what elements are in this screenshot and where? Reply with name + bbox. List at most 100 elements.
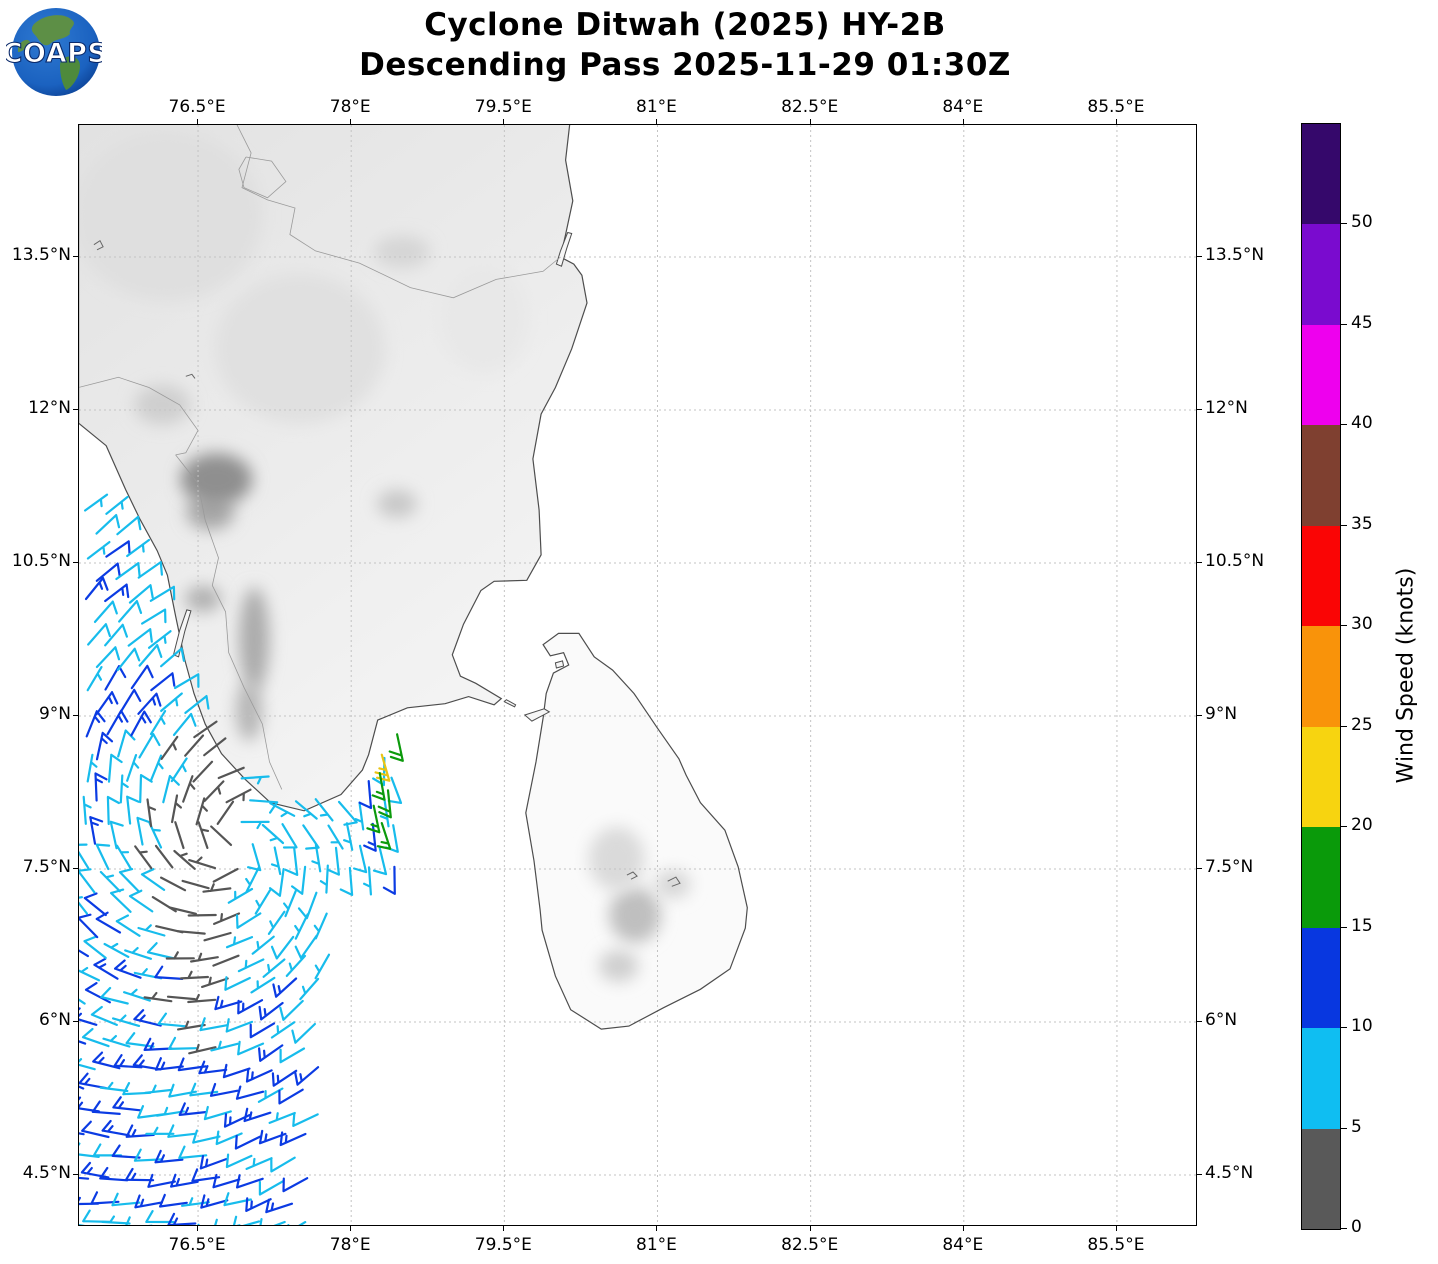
wind-barb <box>79 868 96 894</box>
colorbar-segment-25-30 <box>1302 626 1340 727</box>
lon-tick-label-top: 85.5°E <box>1087 97 1145 117</box>
axis-tick <box>1197 714 1202 716</box>
wind-barb <box>106 709 129 736</box>
colorbar-tick <box>1341 524 1347 526</box>
wind-barb <box>294 800 318 820</box>
wind-barb <box>198 1060 228 1075</box>
wind-barb <box>83 935 107 959</box>
wind-barb <box>82 795 92 825</box>
wind-barb <box>387 776 403 804</box>
wind-barb <box>86 666 103 692</box>
wind-barb <box>245 1197 272 1212</box>
wind-barb <box>225 1018 254 1033</box>
wind-barb <box>237 999 264 1015</box>
lon-tick-label-top: 76.5°E <box>168 97 226 117</box>
wind-barb <box>167 1124 197 1138</box>
wind-barb <box>79 1132 85 1136</box>
coaps-logo: COAPS <box>6 8 102 96</box>
wind-barb <box>144 1084 174 1094</box>
wind-barb <box>314 798 334 822</box>
wind-barb <box>89 816 104 845</box>
colorbar-segment-10-15 <box>1302 927 1340 1029</box>
colorbar-segment-40-45 <box>1302 324 1340 426</box>
wind-barb <box>197 1223 200 1225</box>
logo-continent-north-america <box>31 15 74 46</box>
colorbar-segment-45-50 <box>1302 224 1340 325</box>
axis-tick <box>656 1226 658 1231</box>
colorbar-tick-label: 30 <box>1351 614 1373 635</box>
wind-barb <box>297 891 318 920</box>
wind-barb <box>143 991 173 1003</box>
wind-barb <box>217 766 245 780</box>
wind-barb <box>212 954 240 967</box>
colorbar-segment-20-25 <box>1302 726 1340 828</box>
lake-outline <box>667 876 681 887</box>
wind-barb <box>203 1105 232 1121</box>
title-line-2: Descending Pass 2025-11-29 01:30Z <box>359 46 1011 83</box>
coastal-feature <box>555 231 573 267</box>
wind-barb <box>117 729 136 758</box>
wind-barb <box>166 995 196 1001</box>
wind-barb <box>146 942 176 960</box>
wind-barb <box>138 733 161 759</box>
terrain-shading <box>236 680 263 741</box>
wind-barb <box>84 576 109 601</box>
wind-barb <box>176 930 206 935</box>
wind-barb <box>116 647 141 671</box>
coastal-feature <box>503 699 517 708</box>
wind-barb <box>188 856 217 870</box>
wind-barb <box>95 646 121 669</box>
wind-barb <box>269 802 296 818</box>
wind-barb <box>374 753 391 782</box>
wind-barb <box>366 804 381 834</box>
sri-lanka-landmass <box>525 633 748 1030</box>
lon-tick-label-bottom: 76.5°E <box>168 1235 226 1255</box>
wind-barb <box>254 889 271 915</box>
wind-barb <box>213 912 241 925</box>
wind-barb <box>95 514 121 535</box>
wind-barb <box>116 844 133 871</box>
wind-barb <box>225 788 252 804</box>
colorbar-axis-label-wrap: Wind Speed (knots) <box>1386 123 1426 1228</box>
wind-barb <box>79 998 86 1005</box>
lat-tick-label-left: 9°N <box>38 703 71 724</box>
wind-barb <box>149 754 164 782</box>
lat-tick-label-left: 4.5°N <box>22 1162 71 1183</box>
terrain-shading <box>588 826 645 891</box>
colorbar-tick <box>1341 926 1347 928</box>
wind-barb <box>149 585 176 602</box>
wind-barb <box>140 868 166 891</box>
axis-tick <box>73 1020 78 1022</box>
wind-barb <box>294 1066 320 1086</box>
lon-tick-label-top: 79.5°E <box>474 97 532 117</box>
wind-barb <box>265 1198 294 1214</box>
wind-barb <box>79 949 89 958</box>
axis-tick <box>73 714 78 716</box>
wind-barb <box>353 844 368 874</box>
wind-barb <box>343 822 354 851</box>
colorbar-tick <box>1341 826 1347 828</box>
wind-barb <box>83 892 107 917</box>
colorbar-tick-label: 40 <box>1351 413 1373 434</box>
wind-barb <box>372 756 386 787</box>
wind-barb <box>113 1054 143 1069</box>
wind-barb <box>116 515 142 536</box>
wind-barb <box>95 911 122 934</box>
lat-tick-label-right: 9°N <box>1205 703 1238 724</box>
axis-tick <box>73 867 78 869</box>
wind-barb <box>125 1167 155 1182</box>
wind-barb <box>287 1221 307 1225</box>
wind-barb <box>93 600 118 623</box>
wind-barb <box>285 954 307 977</box>
wind-barb <box>199 1155 228 1170</box>
wind-barb <box>249 799 279 814</box>
wind-barb <box>214 995 243 1011</box>
wind-barb <box>86 541 111 560</box>
wind-barb <box>93 957 119 980</box>
lon-tick-label-bottom: 79.5°E <box>474 1235 532 1255</box>
colorbar-tick-label: 20 <box>1351 815 1373 836</box>
wind-barb <box>272 977 298 998</box>
wind-barb <box>179 970 209 980</box>
wind-barb <box>337 800 358 826</box>
lat-tick-label-right: 7.5°N <box>1205 856 1254 877</box>
